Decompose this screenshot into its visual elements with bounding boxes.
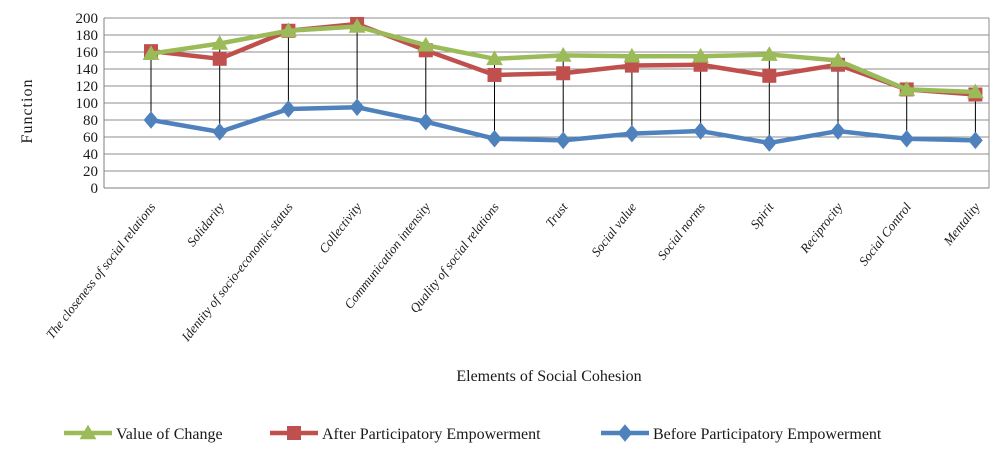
data-point — [830, 122, 846, 140]
data-point — [143, 111, 159, 129]
data-point — [348, 18, 366, 33]
series-before-participatory-empowerment — [143, 98, 983, 152]
data-point — [899, 129, 915, 148]
y-tick-label: 60 — [83, 130, 98, 146]
legend-item: Value of Change — [64, 424, 223, 443]
data-point — [280, 22, 297, 38]
x-axis-title: Elements of Social Cohesion — [456, 368, 641, 385]
data-point — [760, 46, 778, 61]
x-tick-label: Trust — [542, 199, 571, 230]
data-point — [487, 129, 502, 148]
legend-marker — [79, 424, 97, 440]
x-tick-label: Social value — [588, 199, 639, 259]
legend-item: After Participatory Empowerment — [270, 426, 541, 443]
x-tick-label: Social norms — [654, 200, 708, 263]
y-tick-label: 180 — [76, 28, 99, 44]
legend-item: Before Participatory Empowerment — [601, 424, 882, 443]
x-tick-label: The closeness of social relations — [43, 200, 159, 342]
legend: Value of Change After Participatory Empow… — [64, 424, 882, 443]
legend-marker — [287, 426, 301, 440]
y-tick-label: 40 — [83, 147, 98, 163]
series-value-of-change — [142, 18, 984, 99]
data-point — [693, 122, 708, 140]
data-point — [692, 47, 709, 63]
data-point — [418, 112, 434, 131]
x-tick-label: Identity of socio-economic status — [178, 200, 296, 345]
data-point — [142, 45, 160, 60]
x-tick-label: Spirit — [747, 199, 777, 231]
y-tick-label: 80 — [83, 113, 98, 129]
data-point — [968, 131, 983, 150]
y-tick-label: 20 — [83, 164, 98, 180]
data-point — [762, 68, 777, 83]
data-point — [212, 51, 227, 66]
legend-label: After Participatory Empowerment — [322, 426, 541, 443]
y-tick-label: 200 — [76, 11, 99, 27]
data-point — [487, 67, 502, 82]
data-point — [349, 98, 365, 116]
data-point — [554, 47, 572, 62]
x-tick-labels: The closeness of social relations Solidar… — [43, 199, 983, 344]
data-point — [417, 36, 435, 52]
y-tick-label: 140 — [76, 62, 99, 78]
data-point — [624, 124, 640, 143]
data-point — [967, 83, 984, 99]
grid-lines — [104, 17, 989, 189]
legend-label: Before Participatory Empowerment — [653, 426, 882, 443]
legend-marker — [617, 424, 633, 442]
x-tick-label: Reciprocity — [796, 199, 845, 256]
data-point — [211, 35, 229, 50]
drop-lines — [150, 23, 976, 143]
data-point — [212, 123, 228, 141]
data-point — [898, 81, 916, 96]
data-point — [486, 50, 503, 66]
axes — [103, 18, 990, 189]
x-tick-label: Collectivity — [316, 199, 365, 256]
series-group — [142, 16, 984, 152]
legend-label: Value of Change — [116, 426, 223, 443]
y-tick-label: 120 — [76, 79, 99, 95]
y-axis-title: Function — [19, 79, 36, 144]
data-point — [555, 131, 571, 150]
data-point — [761, 134, 777, 152]
data-point — [281, 100, 296, 118]
y-tick-label: 160 — [76, 45, 99, 61]
y-tick-label: 100 — [76, 96, 99, 112]
x-tick-label: Social Control — [856, 199, 915, 268]
y-tick-label: 0 — [91, 181, 99, 197]
data-point — [556, 66, 571, 81]
x-tick-label: Solidarity — [184, 199, 228, 249]
data-point — [623, 47, 641, 63]
x-tick-label: Mentality — [940, 199, 983, 248]
data-point — [829, 52, 847, 67]
